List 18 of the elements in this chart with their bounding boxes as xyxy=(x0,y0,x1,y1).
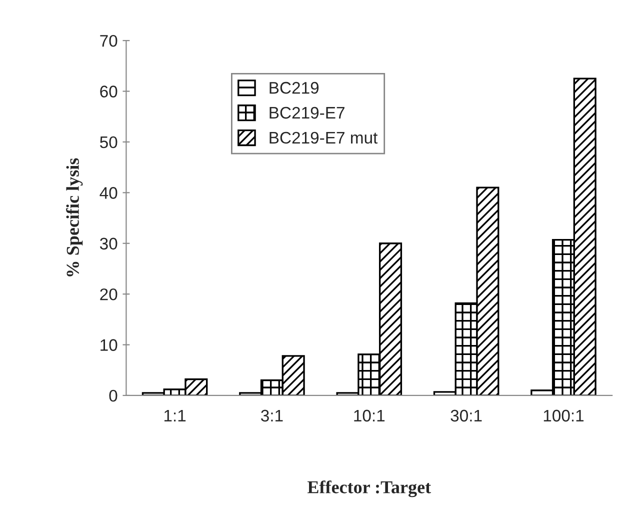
y-tick-label: 10 xyxy=(100,339,118,351)
legend-label: BC219-E7 mut xyxy=(270,132,378,144)
x-tick-label: 100:1 xyxy=(544,410,584,422)
y-tick-label: 20 xyxy=(100,288,118,300)
legend-label: BC219-E7 xyxy=(270,106,344,119)
x-axis-title: Effector :Target xyxy=(308,480,431,498)
x-tick-label: 3:1 xyxy=(261,410,283,422)
y-tick-label: 60 xyxy=(100,86,118,98)
legend-label: BC219 xyxy=(270,82,319,94)
x-tick-label: 10:1 xyxy=(354,410,385,422)
x-tick-label: 30:1 xyxy=(450,410,482,422)
y-tick-label: 30 xyxy=(100,238,118,250)
y-tick-label: 50 xyxy=(100,136,118,148)
y-tick-label: 40 xyxy=(100,187,118,199)
y-tick-label: 0 xyxy=(109,390,118,402)
y-axis-title: % Specific lysis xyxy=(66,158,83,276)
x-tick-label: 1:1 xyxy=(164,410,186,422)
y-tick-label: 70 xyxy=(100,34,118,47)
